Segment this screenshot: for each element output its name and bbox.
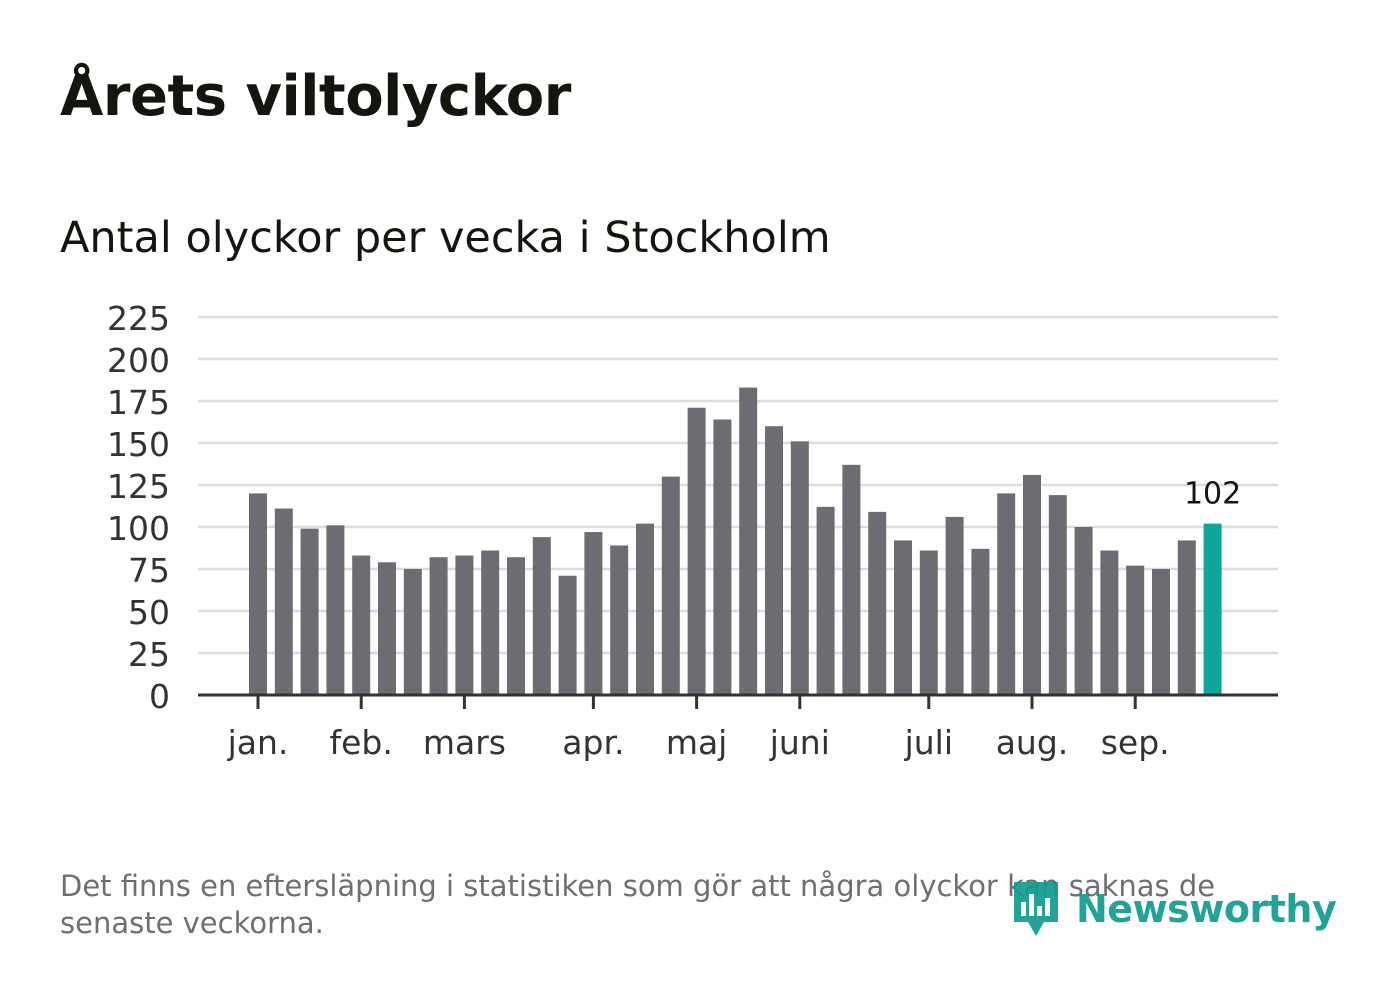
x-tick-label: mars xyxy=(423,723,506,762)
bar xyxy=(765,426,783,695)
bar xyxy=(507,557,525,695)
bar xyxy=(300,528,319,695)
bar xyxy=(945,516,964,695)
y-tick-label: 125 xyxy=(107,467,170,506)
bar xyxy=(661,476,680,695)
y-tick-label: 50 xyxy=(128,593,170,632)
x-tick-label: apr. xyxy=(562,723,624,762)
bar xyxy=(1048,495,1067,695)
y-tick-label: 100 xyxy=(107,509,170,548)
bar xyxy=(610,545,629,695)
chart-subtitle: Antal olyckor per vecka i Stockholm xyxy=(60,213,831,263)
bar xyxy=(894,540,912,695)
bar xyxy=(249,493,267,695)
y-tick-label: 225 xyxy=(107,299,170,338)
bar xyxy=(919,550,938,695)
bar xyxy=(481,550,500,695)
x-tick-label: jan. xyxy=(227,723,289,762)
y-tick-label: 150 xyxy=(107,425,170,464)
y-tick-label: 0 xyxy=(149,677,170,716)
x-axis: jan. feb. mars apr. maj juni juli aug. sep. xyxy=(198,693,1278,762)
bar xyxy=(326,525,345,695)
bar xyxy=(1126,565,1145,695)
brand-name: Newsworthy xyxy=(1076,887,1337,931)
y-tick-label: 175 xyxy=(107,383,170,422)
bar xyxy=(739,387,758,695)
bar-highlight xyxy=(1203,523,1222,695)
bar xyxy=(687,407,706,695)
bar xyxy=(532,537,551,695)
bar xyxy=(1074,527,1093,695)
bar xyxy=(1177,540,1196,695)
bar xyxy=(558,575,577,695)
y-tick-label: 75 xyxy=(128,551,170,590)
brand[interactable]: Newsworthy xyxy=(1010,878,1337,940)
newsworthy-logo-icon xyxy=(1014,882,1058,936)
bar xyxy=(403,569,422,695)
bar xyxy=(842,464,861,695)
bar xyxy=(713,419,732,695)
bar xyxy=(584,532,603,695)
chart-title: Årets viltolyckor xyxy=(60,64,571,129)
bar xyxy=(790,441,809,695)
bar xyxy=(997,493,1016,695)
bar xyxy=(352,555,371,695)
bar xyxy=(816,506,835,695)
bar xyxy=(455,555,474,695)
y-tick-label: 200 xyxy=(107,341,170,380)
bar xyxy=(1023,474,1041,695)
bars xyxy=(249,387,1222,695)
x-tick-label: sep. xyxy=(1101,723,1170,762)
x-tick-label: juni xyxy=(769,723,830,762)
data-label-highlight: 102 xyxy=(1184,477,1241,512)
x-tick-label: juli xyxy=(904,723,953,762)
bar xyxy=(429,557,448,695)
data-labels: 102 xyxy=(1184,477,1241,512)
bar xyxy=(636,523,654,695)
x-tick-label: maj xyxy=(666,723,728,762)
bar xyxy=(1152,569,1170,695)
bar xyxy=(971,548,990,695)
gridlines xyxy=(198,315,1278,655)
x-tick-label: feb. xyxy=(330,723,393,762)
bar xyxy=(274,508,293,695)
bar xyxy=(378,562,396,695)
y-tick-label: 25 xyxy=(128,635,170,674)
bar xyxy=(1100,550,1119,695)
x-tick-label: aug. xyxy=(996,723,1069,762)
bar xyxy=(868,511,887,695)
